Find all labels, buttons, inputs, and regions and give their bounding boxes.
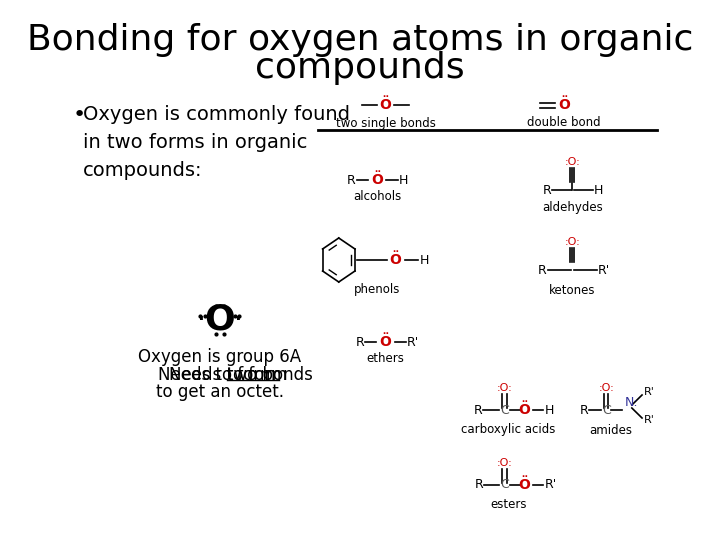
Text: R': R' [407,335,419,348]
Text: alcohols: alcohols [353,190,401,202]
Text: C: C [602,403,611,416]
Text: R: R [356,335,364,348]
Text: :O:: :O: [497,383,513,393]
Text: H: H [593,184,603,197]
Text: R': R' [644,415,654,425]
Text: amides: amides [589,423,632,436]
Text: •: • [73,105,86,125]
Text: ketones: ketones [549,284,595,296]
Text: R': R' [644,387,654,397]
Text: phenols: phenols [354,284,400,296]
Text: R: R [347,173,356,186]
Text: two single bonds: two single bonds [336,117,436,130]
Text: Bonding for oxygen atoms in organic: Bonding for oxygen atoms in organic [27,23,693,57]
Text: N:: N: [625,395,639,408]
Text: R: R [538,264,547,276]
Text: to get an octet.: to get an octet. [156,383,284,401]
Text: Ö: Ö [390,253,402,267]
Text: H: H [544,403,554,416]
Text: Needs to form: Needs to form [169,366,292,384]
Text: ·: · [234,306,243,334]
Text: Ö: Ö [371,173,383,187]
Text: :O:: :O: [564,157,580,167]
Text: R: R [580,403,588,416]
Text: H: H [399,173,408,186]
Text: Ö: Ö [518,478,530,492]
Text: H: H [420,253,429,267]
Text: Ö: Ö [379,335,392,349]
Text: C: C [500,403,509,416]
Text: O: O [204,303,235,337]
Text: Needs to form: Needs to form [158,366,282,384]
Text: Ö: Ö [558,98,570,112]
Text: R': R' [544,478,557,491]
Text: R': R' [598,264,610,276]
Text: :O:: :O: [497,458,513,468]
Text: compounds: compounds [255,51,465,85]
Text: Oxygen is group 6A: Oxygen is group 6A [138,348,302,366]
Text: R: R [474,403,482,416]
Text: :O:: :O: [564,237,580,247]
Text: ·: · [197,306,206,334]
Text: two bonds: two bonds [227,366,312,384]
Text: R: R [474,478,483,491]
Text: C: C [500,478,509,491]
Text: esters: esters [490,498,527,511]
Text: aldehydes: aldehydes [542,201,603,214]
Text: Ö: Ö [518,403,530,417]
Text: carboxylic acids: carboxylic acids [462,423,556,436]
Text: ethers: ethers [366,352,405,365]
Text: R: R [542,184,551,197]
Text: :O:: :O: [598,383,614,393]
Text: Ö: Ö [379,98,392,112]
Text: double bond: double bond [527,117,600,130]
Text: Oxygen is commonly found
in two forms in organic
compounds:: Oxygen is commonly found in two forms in… [83,105,350,180]
